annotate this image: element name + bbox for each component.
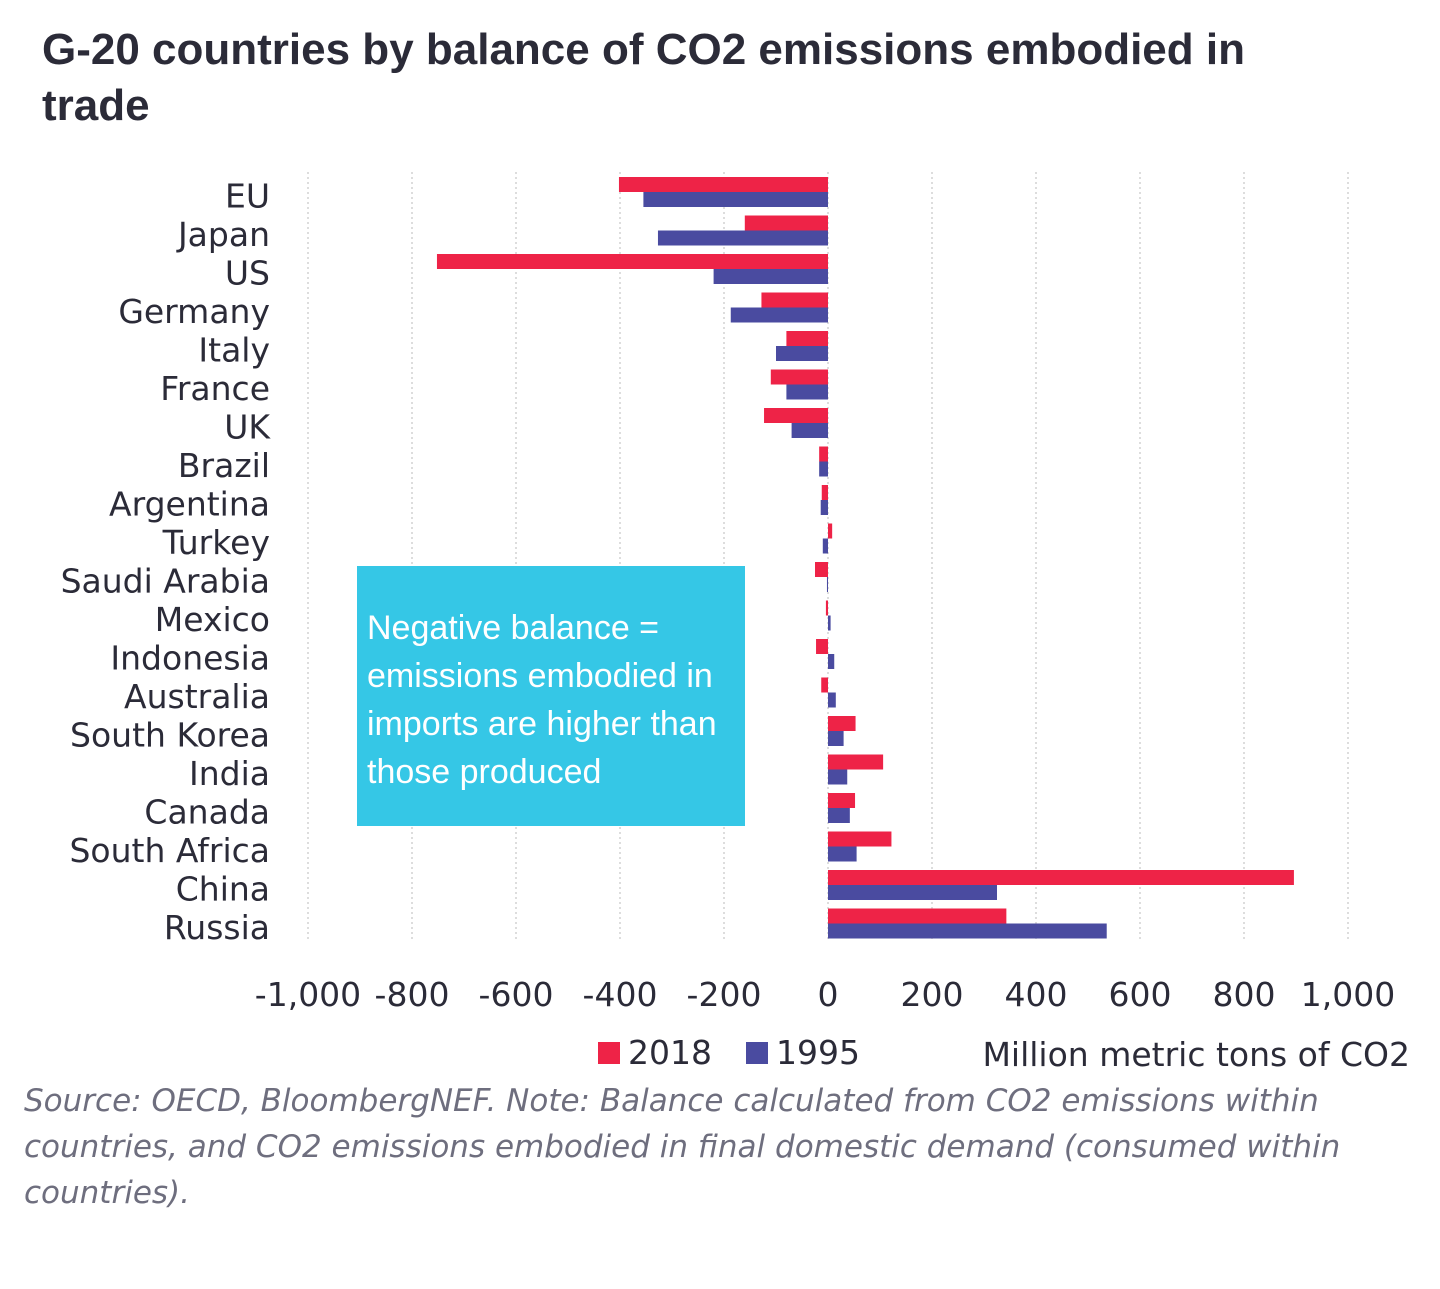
legend: 2018 1995 Million metric tons of CO2 — [598, 1033, 1410, 1074]
bar-2018-us — [436, 254, 828, 269]
x-tick-label: -200 — [687, 975, 762, 1014]
bar-2018-italy — [786, 331, 828, 346]
bar-2018-germany — [761, 292, 828, 308]
bar-1995-italy — [776, 346, 828, 361]
bar-2018-saudi-arabia — [815, 562, 828, 577]
bar-2018-brazil — [819, 446, 828, 462]
x-tick-label: 200 — [901, 975, 964, 1014]
bar-1995-france — [786, 384, 828, 400]
x-tick-label: -1,000 — [255, 975, 361, 1014]
bar-1995-south-korea — [828, 731, 844, 746]
category-label: Japan — [176, 215, 270, 254]
category-label: Argentina — [109, 484, 270, 523]
bar-1995-indonesia — [828, 654, 835, 669]
category-label: Germany — [118, 292, 270, 331]
x-tick-labels: -1,000 -800 -600 -400 -200 0 200 400 600 800 1,000 — [255, 975, 1395, 1014]
bar-2018-canada — [828, 793, 856, 808]
bar-2018-india — [828, 754, 884, 770]
bar-1995-australia — [828, 692, 836, 708]
category-label: US — [225, 253, 270, 292]
category-label: EU — [225, 176, 270, 215]
bar-1995-eu — [643, 192, 828, 207]
chart-title: G-20 countries by balance of CO2 emissio… — [42, 25, 1245, 130]
bar-1995-china — [828, 885, 997, 900]
bar-1995-india — [828, 769, 848, 785]
bar-2018-eu — [618, 177, 828, 192]
category-label: France — [160, 369, 270, 408]
x-tick-label: -400 — [583, 975, 658, 1014]
x-tick-label: 400 — [1005, 975, 1068, 1014]
bar-2018-russia — [828, 908, 1007, 924]
bar-2018-indonesia — [816, 639, 828, 654]
bar-1995-us — [713, 269, 828, 284]
x-tick-label: 0 — [818, 975, 839, 1014]
legend-swatch-1995 — [746, 1042, 768, 1064]
category-label: Turkey — [162, 523, 270, 562]
legend-label-1995: 1995 — [776, 1033, 860, 1072]
bar-2018-france — [770, 369, 828, 385]
gridlines — [307, 172, 1349, 942]
x-tick-label: 800 — [1213, 975, 1276, 1014]
category-label: Brazil — [178, 446, 270, 485]
x-tick-label: 1,000 — [1301, 975, 1395, 1014]
annotation-box: Negative balance = emissions embodied in… — [357, 566, 745, 826]
annotation-text: Negative balance = emissions embodied in… — [367, 609, 717, 791]
x-tick-label: -600 — [479, 975, 554, 1014]
bar-2018-argentina — [821, 485, 828, 500]
bar-1995-turkey — [822, 538, 828, 554]
bar-1995-mexico — [828, 615, 831, 631]
category-label: Italy — [198, 330, 270, 369]
category-label: Canada — [144, 792, 270, 831]
bar-1995-canada — [828, 808, 850, 823]
bar-1995-saudi-arabia — [826, 577, 828, 592]
source-note: Source: OECD, BloombergNEF. Note: Balanc… — [24, 1083, 1341, 1211]
bar-2018-mexico — [825, 600, 828, 616]
category-label: Indonesia — [110, 638, 270, 677]
bar-1995-uk — [791, 423, 828, 438]
category-label: South Korea — [70, 715, 270, 754]
bar-2018-turkey — [828, 523, 833, 539]
category-label: Russia — [164, 908, 270, 947]
bars — [436, 177, 1294, 939]
category-label: India — [189, 754, 270, 793]
bar-2018-uk — [764, 408, 828, 423]
legend-swatch-2018 — [598, 1042, 620, 1064]
category-label: Mexico — [155, 600, 270, 639]
bar-1995-south-africa — [828, 846, 857, 862]
bar-2018-china — [828, 870, 1294, 885]
bar-2018-south-korea — [828, 716, 856, 731]
bar-2018-south-africa — [828, 831, 892, 847]
category-label: Australia — [124, 677, 270, 716]
bar-2018-australia — [821, 677, 828, 693]
bar-2018-japan — [744, 215, 828, 231]
x-tick-label: -800 — [375, 975, 450, 1014]
bar-1995-germany — [730, 307, 828, 323]
bar-1995-russia — [828, 923, 1107, 939]
category-label: UK — [224, 407, 271, 446]
category-label: Saudi Arabia — [61, 561, 270, 600]
legend-label-2018: 2018 — [628, 1033, 712, 1072]
category-label: China — [176, 869, 270, 908]
bar-1995-argentina — [820, 500, 828, 515]
x-axis-unit-label: Million metric tons of CO2 — [982, 1035, 1410, 1074]
x-tick-label: 600 — [1109, 975, 1172, 1014]
bar-1995-brazil — [819, 461, 828, 477]
category-labels: EUJapanUSGermanyItalyFranceUKBrazilArgen… — [61, 176, 272, 947]
bar-1995-japan — [657, 230, 828, 246]
category-label: South Africa — [69, 831, 270, 870]
